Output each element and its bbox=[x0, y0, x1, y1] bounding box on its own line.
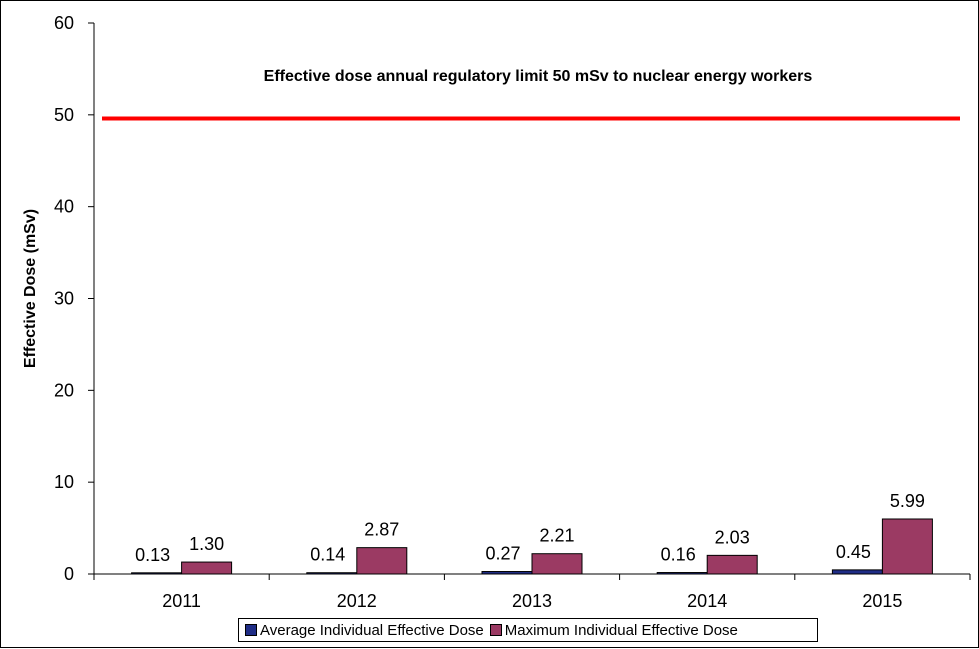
data-label-maximum: 2.87 bbox=[364, 520, 399, 540]
bar-maximum bbox=[356, 547, 408, 575]
bar-average bbox=[831, 569, 883, 575]
legend-item-maximum: Maximum Individual Effective Dose bbox=[489, 621, 738, 639]
x-tick-label: 2014 bbox=[687, 591, 727, 611]
legend-label-maximum: Maximum Individual Effective Dose bbox=[504, 621, 738, 639]
data-label-maximum: 1.30 bbox=[189, 534, 224, 554]
legend-label-average: Average Individual Effective Dose bbox=[260, 621, 484, 639]
data-label-average: 0.16 bbox=[661, 545, 696, 565]
data-label-average: 0.27 bbox=[485, 544, 520, 564]
y-tick-label: 10 bbox=[54, 472, 74, 492]
bar-maximum bbox=[881, 518, 933, 575]
x-tick-label: 2015 bbox=[862, 591, 902, 611]
y-tick-label: 60 bbox=[54, 13, 74, 33]
y-tick-label: 30 bbox=[54, 289, 74, 309]
bar-maximum bbox=[531, 553, 583, 575]
data-label-maximum: 2.21 bbox=[539, 526, 574, 546]
bar-average bbox=[306, 572, 358, 575]
y-tick-label: 40 bbox=[54, 197, 74, 217]
legend-item-average: Average Individual Effective Dose bbox=[245, 622, 484, 639]
data-label-maximum: 5.99 bbox=[890, 491, 925, 511]
y-tick-label: 50 bbox=[54, 105, 74, 125]
legend-swatch-average bbox=[245, 624, 257, 636]
x-tick-label: 2013 bbox=[512, 591, 552, 611]
data-label-average: 0.13 bbox=[135, 545, 170, 565]
data-label-average: 0.45 bbox=[836, 542, 871, 562]
x-tick-label: 2012 bbox=[337, 591, 377, 611]
legend-swatch-maximum bbox=[489, 624, 502, 636]
x-tick-label: 2011 bbox=[162, 591, 201, 611]
y-tick-label: 20 bbox=[54, 380, 74, 400]
bar-average bbox=[131, 572, 183, 575]
y-tick-label: 0 bbox=[64, 564, 74, 584]
data-label-average: 0.14 bbox=[310, 545, 345, 565]
data-label-maximum: 2.03 bbox=[715, 527, 750, 547]
bar-average bbox=[656, 572, 708, 575]
legend: Average Individual Effective Dose Maximu… bbox=[238, 618, 818, 642]
bar-average bbox=[481, 571, 533, 575]
regulatory-limit-annotation: Effective dose annual regulatory limit 5… bbox=[264, 68, 813, 85]
bar-maximum bbox=[706, 554, 758, 575]
bar-maximum bbox=[181, 561, 233, 575]
y-axis-label: Effective Dose (mSv) bbox=[22, 209, 39, 368]
